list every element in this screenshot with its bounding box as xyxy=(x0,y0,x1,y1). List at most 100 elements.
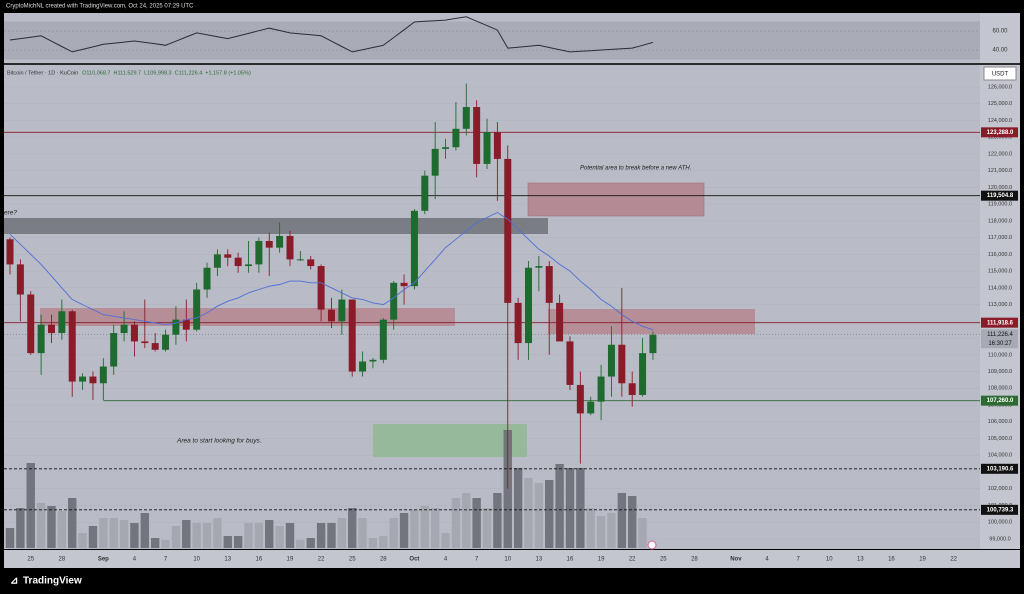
x-tick-label: Oct xyxy=(409,557,419,563)
candle-body xyxy=(203,267,211,290)
level-tag xyxy=(981,190,1018,201)
volume-bar xyxy=(233,536,243,548)
candle-body xyxy=(431,148,439,176)
level-tag xyxy=(981,463,1018,474)
candle-body xyxy=(576,384,584,414)
volume-bar xyxy=(316,523,326,548)
volume-bar xyxy=(327,523,336,548)
ohlc-value: H111,529.7 xyxy=(113,70,141,76)
volume-bar xyxy=(524,478,533,548)
candle-body xyxy=(16,264,24,295)
x-tick-label: 7 xyxy=(796,557,800,563)
candle-body xyxy=(172,319,180,335)
volume-bar xyxy=(389,518,398,548)
volume-bar xyxy=(306,538,315,548)
x-tick-label: 13 xyxy=(857,557,864,563)
x-tick-label: 25 xyxy=(660,557,667,563)
y-tick-label: 60.00 xyxy=(992,29,1008,35)
level-label: 107,260.0 xyxy=(987,398,1014,404)
volume-bar xyxy=(223,536,232,548)
x-tick-label: 13 xyxy=(536,557,543,563)
volume-bar xyxy=(534,483,544,548)
x-tick-label: 25 xyxy=(349,557,356,563)
y-tick-label: 104,000.0 xyxy=(988,453,1012,459)
y-tick-label: 122,000.0 xyxy=(988,151,1012,157)
candle-body xyxy=(628,383,636,395)
volume-bar xyxy=(88,526,98,548)
candle-body xyxy=(462,107,470,129)
level-tag xyxy=(981,395,1018,406)
candle-body xyxy=(535,266,543,268)
countdown: 16:30:27 xyxy=(988,341,1012,347)
volume-bar xyxy=(472,498,481,548)
credit: CryptoMichNL created with TradingView.co… xyxy=(6,4,194,10)
volume-bar xyxy=(26,463,35,548)
x-tick-label: 10 xyxy=(193,557,200,563)
candle-body xyxy=(130,324,138,342)
candle-body xyxy=(141,341,149,344)
level-label: 103,190.6 xyxy=(987,466,1014,472)
candle-body xyxy=(327,309,335,322)
candle-body xyxy=(151,343,159,350)
candle-body xyxy=(193,289,201,330)
volume-bar xyxy=(140,513,150,548)
y-tick-label: 114,000.0 xyxy=(988,285,1012,291)
annotation: Area to start looking for buys. xyxy=(176,438,262,445)
volume-bar xyxy=(368,538,378,548)
volume-bar xyxy=(358,518,367,548)
level-tag xyxy=(981,127,1018,138)
level-label: 100,739.3 xyxy=(987,507,1014,513)
candle-body xyxy=(99,366,107,384)
volume-bar xyxy=(5,528,15,548)
volume-bar xyxy=(462,493,471,548)
candle-body xyxy=(317,266,325,310)
volume-bar xyxy=(555,464,564,548)
y-tick-label: 100,000.0 xyxy=(988,520,1012,526)
x-tick-label: 16 xyxy=(256,557,263,563)
candle-body xyxy=(245,264,253,267)
x-tick-label: 10 xyxy=(504,557,511,563)
x-tick-label: 25 xyxy=(27,557,34,563)
candle-body xyxy=(37,324,45,354)
volume-bar xyxy=(16,508,25,548)
y-tick-label: 118,000.0 xyxy=(988,218,1012,224)
level-label: 123,288.0 xyxy=(987,130,1014,136)
volume-bar xyxy=(337,518,347,548)
volume-bar xyxy=(202,523,212,548)
zone-red xyxy=(548,309,755,334)
volume-bar xyxy=(275,526,284,548)
volume-bar xyxy=(99,518,108,548)
candle-body xyxy=(525,267,532,344)
y-tick-label: 105,000.0 xyxy=(988,436,1012,442)
x-tick-label: 10 xyxy=(826,557,833,563)
volume-bar xyxy=(119,520,129,548)
candle-body xyxy=(607,344,615,377)
candle-body xyxy=(296,259,304,261)
candle-body xyxy=(213,254,221,268)
candle-body xyxy=(265,240,273,248)
candle-body xyxy=(359,361,367,372)
volume-bar xyxy=(513,468,523,548)
volume-bar xyxy=(130,523,139,548)
candle-body xyxy=(182,319,190,330)
candle-body xyxy=(410,210,418,287)
x-tick-label: 19 xyxy=(598,557,605,563)
candle-body xyxy=(390,282,398,320)
level-tag xyxy=(981,504,1018,515)
volume-bar xyxy=(410,510,419,548)
rsi-band xyxy=(4,21,980,60)
volume-bar xyxy=(451,498,461,548)
volume-bar xyxy=(420,506,429,548)
x-tick-label: 16 xyxy=(888,557,895,563)
logo-mark: ⊿ xyxy=(10,576,18,587)
y-tick-label: 121,000.0 xyxy=(988,168,1012,174)
candle-body xyxy=(379,319,387,360)
volume-bar xyxy=(57,511,67,548)
volume-bar xyxy=(503,430,512,548)
candle-body xyxy=(89,376,97,384)
volume-bar xyxy=(441,533,450,548)
volume-bar xyxy=(482,508,492,548)
candle-body xyxy=(348,299,356,372)
candle-body xyxy=(224,254,232,258)
candle-body xyxy=(276,235,284,248)
